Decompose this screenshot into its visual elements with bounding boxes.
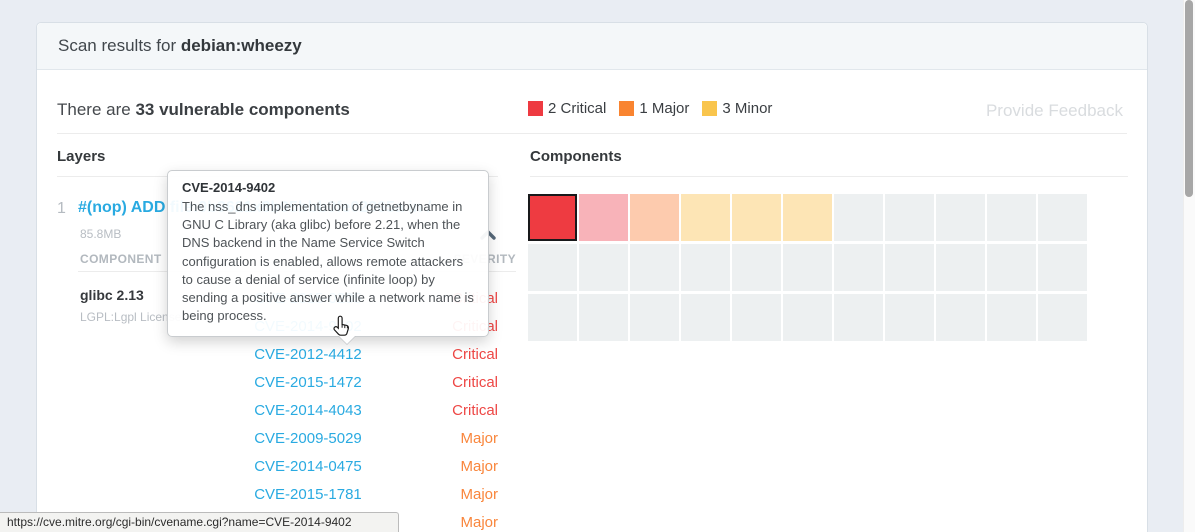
cve-tooltip-description: The nss_dns implementation of getnetbyna… <box>182 199 474 324</box>
heatmap-cell-none[interactable] <box>1038 194 1087 241</box>
legend-swatch-icon <box>702 101 718 116</box>
heatmap-cell-none[interactable] <box>936 294 985 341</box>
legend-item: 3 Minor <box>702 100 772 117</box>
heatmap-cell-none[interactable] <box>681 244 730 291</box>
link-status-bar: https://cve.mitre.org/cgi-bin/cvename.cg… <box>0 512 399 532</box>
legend-label: 3 Minor <box>722 100 773 117</box>
severity-label: Major <box>460 458 498 475</box>
heatmap-cell-none[interactable] <box>885 294 934 341</box>
layers-panel-title: Layers <box>57 148 106 165</box>
card-title: Scan results for debian:wheezy <box>58 36 302 55</box>
severity-label: Critical <box>452 346 498 363</box>
heatmap-cell-none[interactable] <box>834 244 883 291</box>
cve-link[interactable]: CVE-2014-0475 <box>254 458 362 475</box>
heatmap-cell-none[interactable] <box>987 194 1036 241</box>
summary-divider <box>57 133 1127 134</box>
severity-label: Critical <box>452 402 498 419</box>
severity-label: Major <box>460 430 498 447</box>
heatmap-cell-none[interactable] <box>1038 244 1087 291</box>
legend-label: 1 Major <box>639 100 690 117</box>
heatmap-cell-none[interactable] <box>936 244 985 291</box>
heatmap-cell-none[interactable] <box>834 294 883 341</box>
components-panel-title: Components <box>530 148 622 165</box>
components-heatmap <box>528 194 1089 344</box>
layer-index: 1 <box>57 200 66 217</box>
legend-label: 2 Critical <box>548 100 607 117</box>
heatmap-cell-none[interactable] <box>681 294 730 341</box>
component-name: glibc 2.13 <box>80 287 144 303</box>
cve-link[interactable]: CVE-2015-1781 <box>254 486 362 503</box>
cve-tooltip-title: CVE-2014-9402 <box>182 180 276 195</box>
cve-link[interactable]: CVE-2009-5029 <box>254 430 362 447</box>
scrollbar-track[interactable] <box>1183 0 1195 532</box>
components-title-divider <box>530 176 1128 177</box>
heatmap-cell-none[interactable] <box>885 244 934 291</box>
heatmap-row <box>528 194 1089 241</box>
severity-legend: 2 Critical 1 Major 3 Minor <box>528 100 785 117</box>
heatmap-cell-none[interactable] <box>834 194 883 241</box>
heatmap-cell-none[interactable] <box>987 244 1036 291</box>
vulnerability-row: CVE-2014-0475 Major <box>57 453 498 481</box>
image-name: debian:wheezy <box>180 36 302 55</box>
heatmap-cell-none[interactable] <box>630 294 679 341</box>
heatmap-cell-none[interactable] <box>732 294 781 341</box>
heatmap-cell-none[interactable] <box>783 244 832 291</box>
heatmap-cell-none[interactable] <box>987 294 1036 341</box>
severity-label: Major <box>460 486 498 503</box>
legend-swatch-icon <box>619 101 635 116</box>
heatmap-cell-none[interactable] <box>528 244 577 291</box>
vulnerability-row: CVE-2012-4412 Critical <box>57 341 498 369</box>
heatmap-cell-none[interactable] <box>579 294 628 341</box>
scrollbar-thumb[interactable] <box>1185 0 1193 197</box>
heatmap-cell-major[interactable] <box>630 194 679 241</box>
heatmap-cell-minor[interactable] <box>732 194 781 241</box>
vulnerable-count-text: There are 33 vulnerable components <box>57 100 350 119</box>
severity-label: Critical <box>452 374 498 391</box>
heatmap-cell-none[interactable] <box>528 294 577 341</box>
cve-link[interactable]: CVE-2014-4043 <box>254 402 362 419</box>
provide-feedback-link[interactable]: Provide Feedback <box>985 101 1123 120</box>
cve-link[interactable]: CVE-2015-1472 <box>254 374 362 391</box>
vulnerability-row: CVE-2015-1781 Major <box>57 481 498 509</box>
heatmap-cell-critical-selected[interactable] <box>528 194 577 241</box>
vulnerability-row: CVE-2009-5029 Major <box>57 425 498 453</box>
component-column-header: COMPONENT <box>80 252 162 266</box>
heatmap-cell-none[interactable] <box>885 194 934 241</box>
vulnerability-row: Major <box>57 509 498 532</box>
legend-item: 2 Critical <box>528 100 606 117</box>
hand-pointer-icon <box>332 315 353 342</box>
heatmap-row <box>528 294 1089 341</box>
tooltip-arrow <box>338 336 356 346</box>
heatmap-cell-none[interactable] <box>579 244 628 291</box>
heatmap-cell-none[interactable] <box>783 294 832 341</box>
cve-tooltip: CVE-2014-9402 The nss_dns implementation… <box>167 170 489 346</box>
cve-link[interactable]: CVE-2012-4412 <box>254 346 362 363</box>
vulnerability-row: CVE-2015-1472 Critical <box>57 369 498 397</box>
heatmap-cell-minor[interactable] <box>783 194 832 241</box>
heatmap-cell-minor[interactable] <box>681 194 730 241</box>
heatmap-cell-none[interactable] <box>732 244 781 291</box>
heatmap-row <box>528 244 1089 291</box>
severity-label: Major <box>460 514 498 531</box>
legend-swatch-icon <box>528 101 543 116</box>
legend-item: 1 Major <box>619 100 689 117</box>
heatmap-cell-none[interactable] <box>936 194 985 241</box>
heatmap-cell-none[interactable] <box>630 244 679 291</box>
heatmap-cell-critical[interactable] <box>579 194 628 241</box>
component-license: LGPL:Lgpl License <box>80 310 182 324</box>
card-header: Scan results for debian:wheezy <box>37 23 1147 70</box>
heatmap-cell-none[interactable] <box>1038 294 1087 341</box>
vulnerability-row: CVE-2014-4043 Critical <box>57 397 498 425</box>
layer-size: 85.8MB <box>80 227 122 241</box>
